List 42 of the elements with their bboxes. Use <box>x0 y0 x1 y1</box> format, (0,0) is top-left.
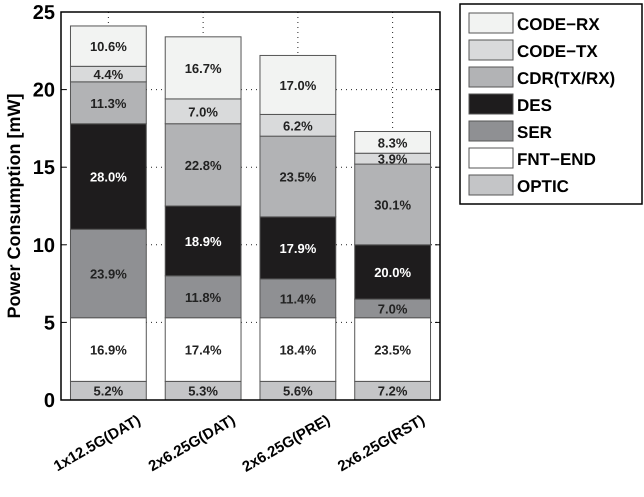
annotation: 5.3% <box>188 384 218 399</box>
annotation: 7.0% <box>378 301 408 316</box>
annotation: 18.9% <box>184 234 222 249</box>
y-tick-label: 20 <box>32 80 55 102</box>
y-tick-label: 5 <box>44 312 55 334</box>
annotation: 5.2% <box>94 384 124 399</box>
y-tick-label: 10 <box>32 234 55 257</box>
legend-label: CDR(TX/RX) <box>517 69 616 88</box>
annotation: 11.3% <box>90 96 127 111</box>
annotation: 23.5% <box>374 342 412 358</box>
annotation: 7.2% <box>378 384 408 399</box>
legend-label: DES <box>517 96 552 115</box>
annotation: 23.9% <box>90 266 128 282</box>
annotation: 18.4% <box>279 342 317 358</box>
annotation: 16.7% <box>184 60 222 76</box>
legend-label: SER <box>517 123 552 142</box>
y-tick-label: 25 <box>32 2 55 24</box>
annotation: 20.0% <box>374 264 412 280</box>
annotation: 11.4% <box>280 291 316 306</box>
annotation: 10.6% <box>90 39 128 54</box>
annotation: 3.9% <box>378 152 408 167</box>
annotation: 7.0% <box>188 104 218 120</box>
legend-label: CODE−TX <box>517 42 598 61</box>
legend-label: FNT−END <box>517 150 596 169</box>
annotation: 30.1% <box>374 197 412 212</box>
annotation: 17.9% <box>279 240 317 256</box>
annotation: 4.4% <box>94 67 124 82</box>
legend-label: CODE−RX <box>517 15 600 34</box>
annotation: 16.9% <box>90 342 128 358</box>
annotation: 23.5% <box>279 170 317 185</box>
annotation: 28.0% <box>90 170 128 185</box>
annotation: 8.3% <box>378 135 408 150</box>
y-tick-label: 0 <box>44 390 55 412</box>
annotation: 5.6% <box>283 384 314 399</box>
annotation: 22.8% <box>184 158 222 173</box>
y-tick-label: 15 <box>32 157 55 180</box>
annotation: 11.8% <box>185 290 222 305</box>
annotation: 6.2% <box>283 118 314 134</box>
annotation: 17.0% <box>279 78 317 93</box>
y-axis-title: Power Consumption [mW] <box>4 94 24 318</box>
legend-label: OPTIC <box>517 177 569 196</box>
annotation: 17.4% <box>184 342 222 358</box>
